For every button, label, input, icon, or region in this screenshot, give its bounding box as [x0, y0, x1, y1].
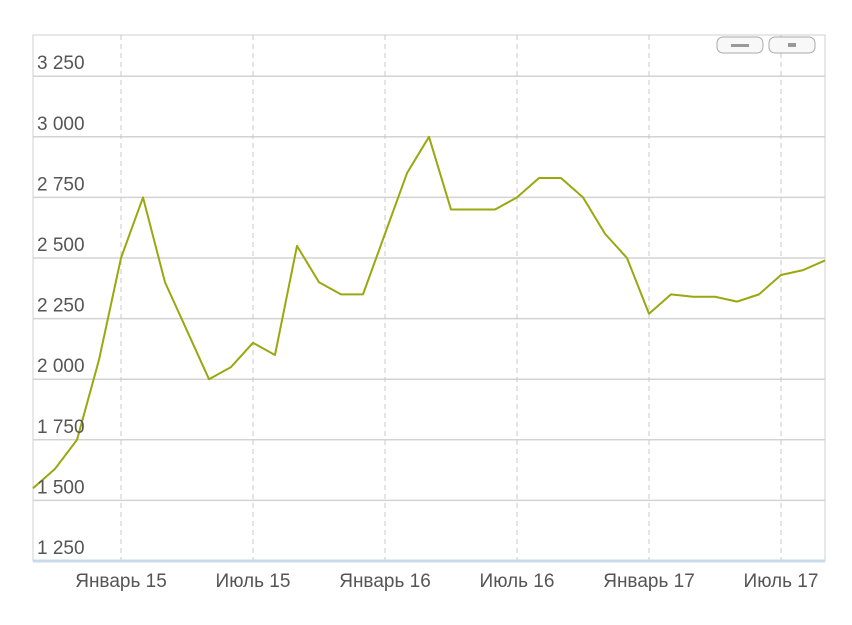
- y-tick-label: 3 000: [37, 114, 85, 135]
- x-tick-label: Июль 15: [216, 571, 291, 592]
- y-tick-label: 1 500: [37, 477, 85, 498]
- range-buttons[interactable]: [716, 36, 816, 54]
- y-tick-label: 3 250: [37, 53, 85, 74]
- y-tick-label: 2 500: [37, 235, 85, 256]
- x-tick-label: Январь 15: [75, 571, 167, 592]
- y-tick-label: 1 250: [37, 538, 85, 559]
- marks: [32, 135, 826, 490]
- x-tick-label: Январь 17: [603, 571, 695, 592]
- plot-area: [32, 34, 826, 562]
- button-icon: [731, 44, 749, 47]
- x-tick-label: Январь 16: [339, 571, 431, 592]
- grid: [33, 35, 825, 562]
- x-tick-label: Июль 16: [480, 571, 555, 592]
- x-tick-label: Июль 17: [744, 571, 819, 592]
- labels: 1 250 1 500 1 750 2 000 2 250 2 500 2 750 3 000…: [37, 53, 818, 592]
- y-tick-label: 1 750: [37, 417, 85, 438]
- data-line: [32, 135, 826, 490]
- button-icon: [788, 43, 796, 47]
- y-tick-label: 2 750: [37, 174, 85, 195]
- y-tick-label: 2 250: [37, 296, 85, 317]
- y-tick-label: 2 000: [37, 356, 85, 377]
